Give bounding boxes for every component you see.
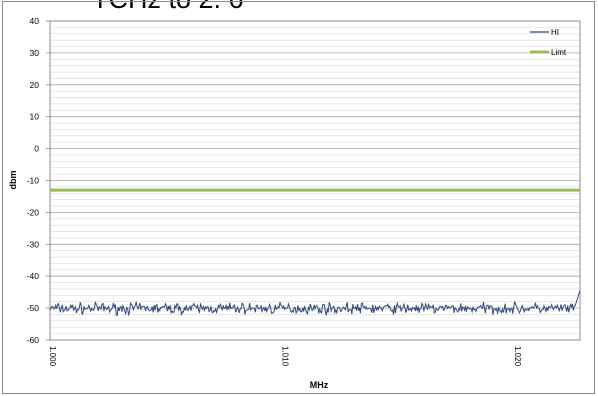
series-hi-line xyxy=(49,290,581,317)
x-tick-labels: 1.000 1.010 1.020 xyxy=(48,346,522,367)
x-tick-label: 1.020 xyxy=(513,346,522,367)
y-tick-labels: 40 30 20 10 0 -10 -20 -30 -40 -50 -60 xyxy=(27,16,50,345)
y-tick-label: -50 xyxy=(27,303,40,313)
y-tick-label: 0 xyxy=(34,144,39,154)
minor-grid-lines xyxy=(50,27,580,334)
legend: HI Limt xyxy=(530,28,567,57)
series-layer xyxy=(49,188,581,317)
legend-label-hi: HI xyxy=(551,28,559,37)
y-tick-label: -10 xyxy=(27,176,40,186)
y-tick-label: -30 xyxy=(27,239,40,249)
y-axis-label: dbm xyxy=(8,171,18,190)
legend-label-limt: Limt xyxy=(551,48,567,57)
x-tick-label: 1.000 xyxy=(48,346,57,367)
y-tick-label: -40 xyxy=(27,271,40,281)
page-title: TCHz to 2. 6 xyxy=(92,0,244,13)
y-tick-label: 10 xyxy=(30,112,40,122)
y-tick-label: 20 xyxy=(30,80,40,90)
y-tick-label: 40 xyxy=(30,16,40,26)
y-tick-label: -20 xyxy=(27,207,40,217)
x-axis-label: MHz xyxy=(310,380,329,390)
y-tick-label: 30 xyxy=(30,48,40,58)
grid-lines xyxy=(50,20,580,341)
x-tick-label: 1.010 xyxy=(280,346,289,367)
y-tick-label: -60 xyxy=(27,335,40,345)
